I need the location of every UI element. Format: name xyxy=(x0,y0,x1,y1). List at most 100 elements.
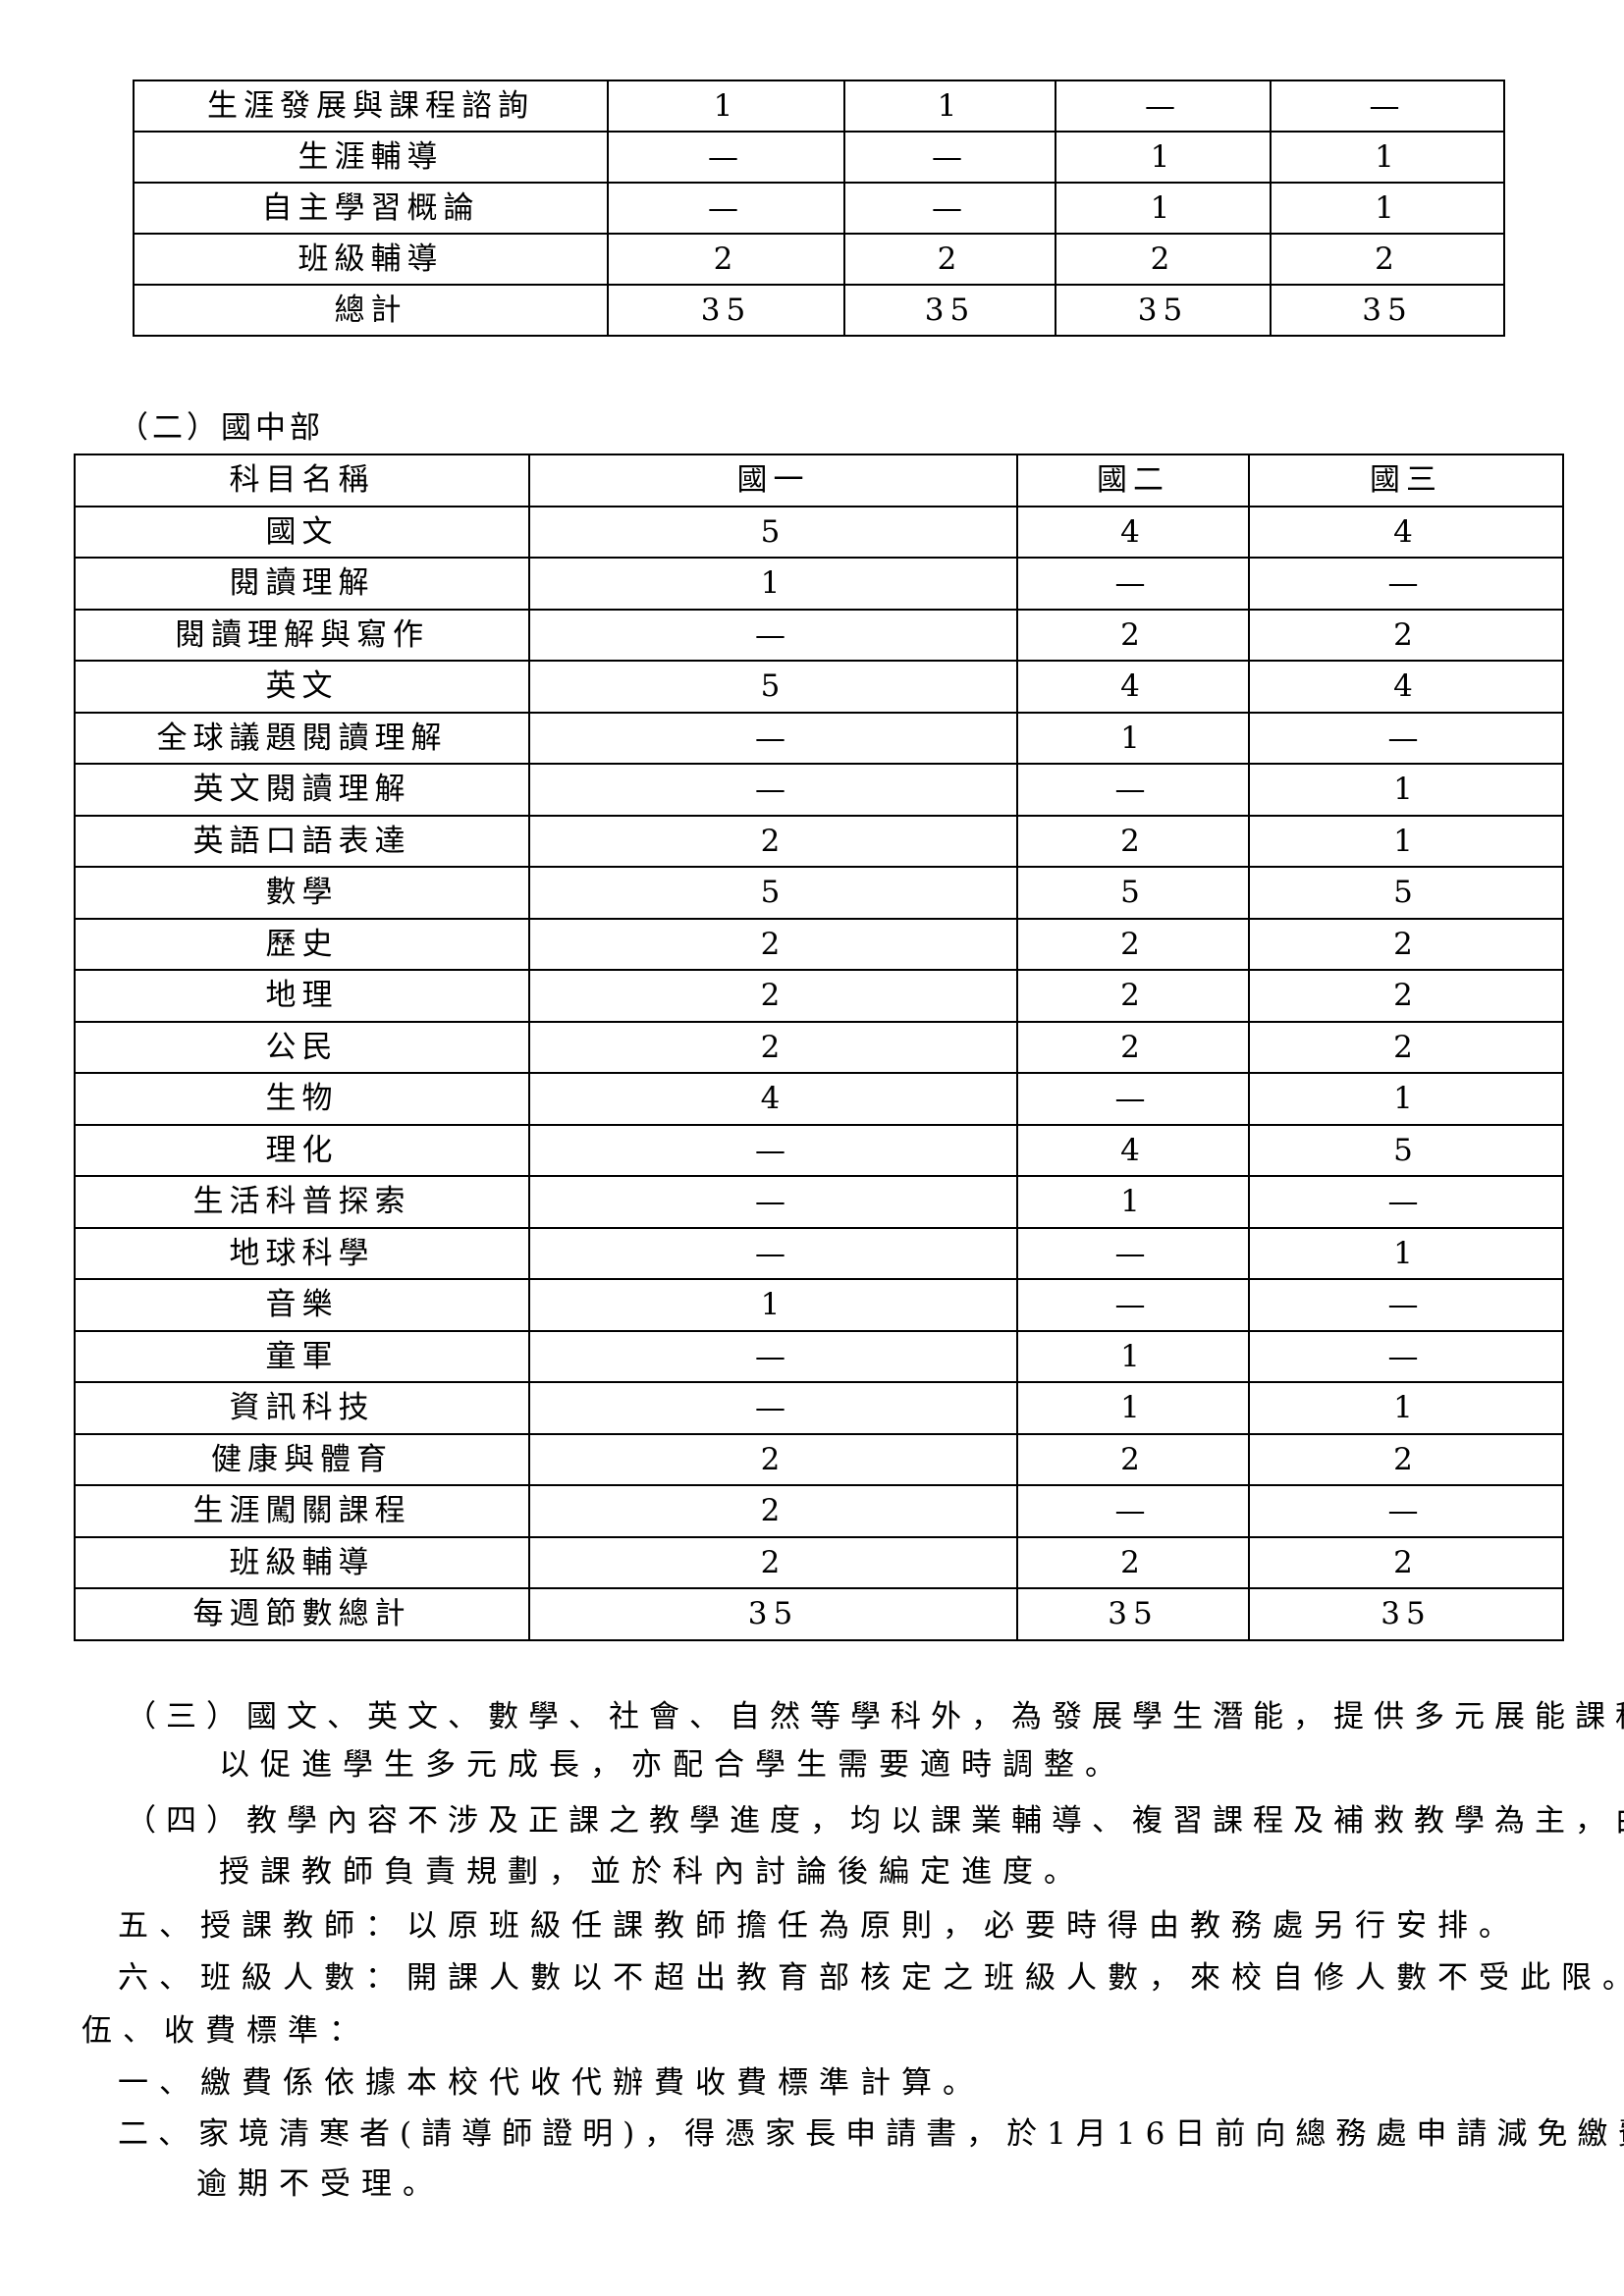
hours-cell: 5 xyxy=(528,660,1018,714)
hours-cell: 2 xyxy=(1248,1432,1564,1486)
hours-cell: 4 xyxy=(1248,505,1564,559)
subject-cell: 總計 xyxy=(133,284,609,337)
hours-cell: 1 xyxy=(843,80,1056,133)
hours-cell: — xyxy=(528,1123,1018,1177)
table-row: 閱讀理解 1— — xyxy=(74,557,1564,611)
hours-cell: 2 xyxy=(607,233,845,286)
hours-cell: 2 xyxy=(1248,608,1564,662)
hours-cell: — xyxy=(1248,1175,1564,1229)
paragraph-line: 五、授課教師：以原班級任課教師擔任為原則，必要時得由教務處另行安排。 xyxy=(118,1908,1520,1944)
subject-cell: 自主學習概論 xyxy=(133,182,609,235)
hours-cell: 2 xyxy=(1248,1020,1564,1074)
table-row: 公民 2 2 2 xyxy=(74,1020,1564,1074)
subject-cell: 科目名稱 xyxy=(74,454,530,507)
hours-cell: 4 xyxy=(1016,660,1250,714)
hours-cell: — xyxy=(1248,711,1564,765)
hours-cell: — xyxy=(1248,1484,1564,1538)
table-row: 班級輔導 2 2 2 2 xyxy=(133,233,1505,286)
hours-cell: — xyxy=(1055,80,1272,133)
table-row: 班級輔導 2 2 2 xyxy=(74,1535,1564,1589)
hours-cell: 2 xyxy=(1248,1535,1564,1589)
hours-cell: — xyxy=(1016,557,1250,611)
table-row: 音樂 1— — xyxy=(74,1278,1564,1332)
hours-cell: — xyxy=(528,1329,1018,1383)
hours-cell: 2 xyxy=(528,1484,1018,1538)
hours-cell: — xyxy=(1248,1278,1564,1332)
hours-cell: 2 xyxy=(1270,233,1505,286)
hours-cell: — xyxy=(607,131,845,184)
hours-cell: 2 xyxy=(528,1432,1018,1486)
subject-cell: 童軍 xyxy=(74,1329,530,1383)
subject-cell: 英語口語表達 xyxy=(74,814,530,868)
hours-cell: 1 xyxy=(1248,1381,1564,1435)
hours-cell: 1 xyxy=(1016,1381,1250,1435)
hours-cell: 35 xyxy=(607,284,845,337)
hours-cell: — xyxy=(1270,80,1505,133)
subject-cell: 音樂 xyxy=(74,1278,530,1332)
hours-cell: 國一 xyxy=(528,454,1018,507)
hours-cell: — xyxy=(528,763,1018,817)
subject-cell: 歷史 xyxy=(74,917,530,971)
paragraph-line: 以促進學生多元成長，亦配合學生需要適時調整。 xyxy=(219,1747,1126,1783)
table-row: 地球科學 — —1 xyxy=(74,1226,1564,1280)
hours-cell: 1 xyxy=(1055,182,1272,235)
hours-cell: 1 xyxy=(1270,182,1505,235)
table-row: 健康與體育 2 2 2 xyxy=(74,1432,1564,1486)
section-heading-junior-high: （二）國中部 xyxy=(118,410,324,446)
hours-cell: 4 xyxy=(1016,505,1250,559)
subject-cell: 國文 xyxy=(74,505,530,559)
subject-cell: 數學 xyxy=(74,866,530,920)
hours-cell: 1 xyxy=(1016,1329,1250,1383)
hours-cell: 1 xyxy=(1055,131,1272,184)
table-row: 生涯闖關課程 2— — xyxy=(74,1484,1564,1538)
subject-cell: 英文 xyxy=(74,660,530,714)
hours-cell: 2 xyxy=(1016,969,1250,1023)
hours-cell: 2 xyxy=(528,1535,1018,1589)
hours-cell: 2 xyxy=(1016,1535,1250,1589)
table-row: 地理 2 2 2 xyxy=(74,969,1564,1023)
table-row: 英文 5 4 4 xyxy=(74,660,1564,714)
hours-cell: — xyxy=(1248,1329,1564,1383)
subject-cell: 英文閱讀理解 xyxy=(74,763,530,817)
hours-cell: — xyxy=(528,608,1018,662)
paragraph-line: （三）國文、英文、數學、社會、自然等學科外，為發展學生潛能，提供多元展能課程， xyxy=(126,1699,1624,1735)
hours-cell: 2 xyxy=(1248,969,1564,1023)
table-row: 自主學習概論 — —1 1 xyxy=(133,182,1505,235)
paragraph-line: 逾期不受理。 xyxy=(196,2166,444,2202)
subject-cell: 資訊科技 xyxy=(74,1381,530,1435)
hours-cell: — xyxy=(607,182,845,235)
subject-cell: 閱讀理解與寫作 xyxy=(74,608,530,662)
paragraph-line: （四）教學內容不涉及正課之教學進度，均以課業輔導、複習課程及補救教學為主，由 xyxy=(126,1803,1624,1839)
table-row: 理化 —4 5 xyxy=(74,1123,1564,1177)
hours-cell: — xyxy=(1248,557,1564,611)
hours-cell: — xyxy=(1016,1278,1250,1332)
hours-cell: — xyxy=(1016,763,1250,817)
subject-cell: 生活科普探索 xyxy=(74,1175,530,1229)
table-row: 生涯輔導 — —1 1 xyxy=(133,131,1505,184)
table-row: 英語口語表達 2 2 1 xyxy=(74,814,1564,868)
hours-cell: 1 xyxy=(1016,1175,1250,1229)
hours-cell: 2 xyxy=(528,1020,1018,1074)
hours-cell: 5 xyxy=(1248,1123,1564,1177)
hours-cell: 2 xyxy=(528,969,1018,1023)
paragraph-line: 六、班級人數：開課人數以不超出教育部核定之班級人數，來校自修人數不受此限。 xyxy=(118,1960,1624,1996)
hours-cell: 4 xyxy=(528,1072,1018,1126)
hours-cell: 2 xyxy=(1016,814,1250,868)
subject-cell: 地理 xyxy=(74,969,530,1023)
hours-cell: 2 xyxy=(528,814,1018,868)
hours-cell: 1 xyxy=(1270,131,1505,184)
hours-cell: 5 xyxy=(1248,866,1564,920)
hours-cell: — xyxy=(843,131,1056,184)
table-row: 數學 5 5 5 xyxy=(74,866,1564,920)
junior-high-schedule-table: 科目名稱 國一 國二 國三 國文 5 4 4 閱讀理解 1— — 閱讀理解與寫作 —2 2 英文 5 4 4 全球議… xyxy=(74,454,1564,1641)
hours-cell: 1 xyxy=(1016,711,1250,765)
hours-cell: 35 xyxy=(1248,1587,1564,1641)
subject-cell: 理化 xyxy=(74,1123,530,1177)
hours-cell: 1 xyxy=(1248,814,1564,868)
hours-cell: — xyxy=(528,711,1018,765)
paragraph-line: 授課教師負責規劃，並於科內討論後編定進度。 xyxy=(219,1854,1085,1890)
table-row: 歷史 2 2 2 xyxy=(74,917,1564,971)
senior-high-schedule-table: 生涯發展與課程諮詢 1 1— — 生涯輔導 — —1 1 自主學習概論 — —1 1 班級輔導 2 2 2 2 總… xyxy=(133,80,1505,337)
subject-cell: 生涯闖關課程 xyxy=(74,1484,530,1538)
hours-cell: 35 xyxy=(843,284,1056,337)
